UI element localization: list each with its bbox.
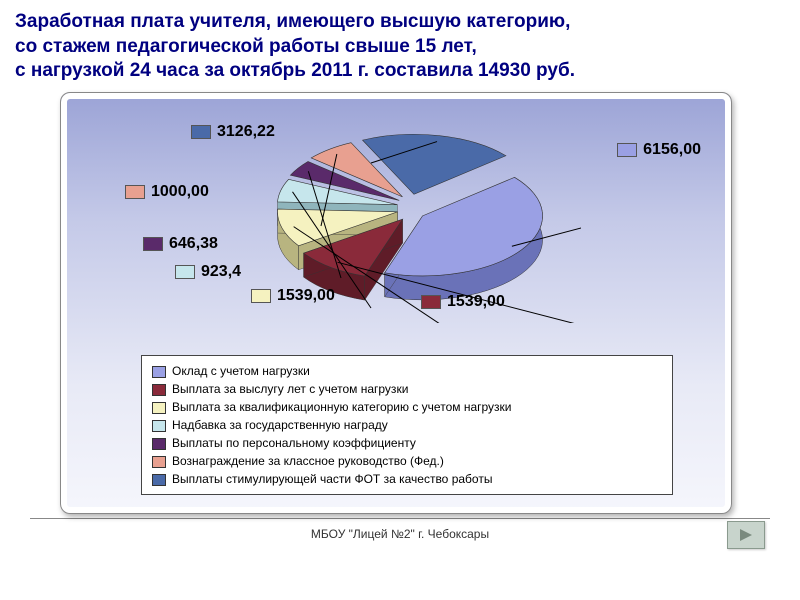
legend-label: Выплата за квалификационную категорию с … [172, 400, 512, 414]
legend-item: Надбавка за государственную награду [152, 416, 662, 434]
legend-swatch [152, 438, 166, 450]
footer-text: МБОУ "Лицей №2" г. Чебоксары [311, 527, 489, 541]
label-3126: 3126,22 [191, 123, 275, 141]
legend-item: Вознаграждение за классное руководство (… [152, 452, 662, 470]
label-1539a: 1539,00 [421, 293, 505, 311]
legend-item: Оклад с учетом нагрузки [152, 362, 662, 380]
legend-label: Вознаграждение за классное руководство (… [172, 454, 444, 468]
title-line-3: с нагрузкой 24 часа за октябрь 2011 г. с… [15, 59, 785, 84]
legend-swatch [152, 366, 166, 378]
legend-swatch [152, 384, 166, 396]
legend: Оклад с учетом нагрузки Выплата за выслуг… [141, 355, 673, 495]
legend-swatch [152, 456, 166, 468]
page-title: Заработная плата учителя, имеющего высшу… [0, 0, 800, 92]
legend-item: Выплата за квалификационную категорию с … [152, 398, 662, 416]
legend-label: Надбавка за государственную награду [172, 418, 388, 432]
next-button[interactable] [727, 521, 765, 549]
title-line-2: со стажем педагогической работы свыше 15… [15, 35, 785, 60]
label-1539b: 1539,00 [251, 287, 335, 305]
legend-label: Оклад с учетом нагрузки [172, 364, 310, 378]
label-6156: 6156,00 [617, 141, 701, 159]
legend-item: Выплата за выслугу лет с учетом нагрузки [152, 380, 662, 398]
chart-panel: 6156,00 1539,00 1539,00 923,4 646,38 100… [60, 92, 732, 514]
legend-label: Выплаты по персональному коэффициенту [172, 436, 416, 450]
label-1000: 1000,00 [125, 183, 209, 201]
legend-item: Выплаты стимулирующей части ФОТ за качес… [152, 470, 662, 488]
legend-swatch [152, 474, 166, 486]
legend-label: Выплаты стимулирующей части ФОТ за качес… [172, 472, 492, 486]
legend-label: Выплата за выслугу лет с учетом нагрузки [172, 382, 408, 396]
footer: МБОУ "Лицей №2" г. Чебоксары [0, 527, 800, 541]
legend-item: Выплаты по персональному коэффициенту [152, 434, 662, 452]
legend-swatch [152, 402, 166, 414]
legend-swatch [152, 420, 166, 432]
chevron-right-icon [736, 527, 756, 543]
title-line-1: Заработная плата учителя, имеющего высшу… [15, 10, 785, 35]
label-646: 646,38 [143, 235, 218, 253]
divider [30, 518, 770, 519]
label-923: 923,4 [175, 263, 241, 281]
